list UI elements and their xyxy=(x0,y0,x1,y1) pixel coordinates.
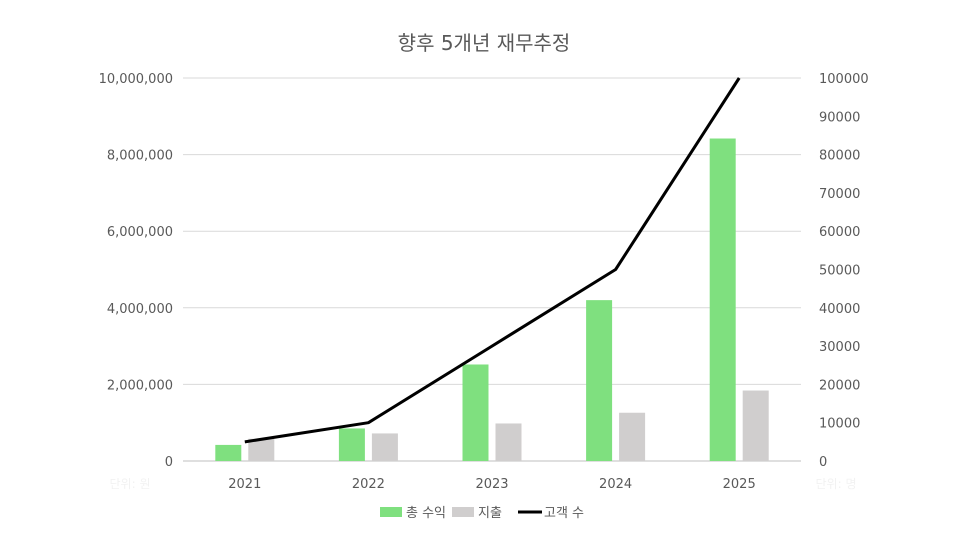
right-axis-tick-label: 80000 xyxy=(819,149,860,164)
legend-label: 고객 수 xyxy=(544,506,584,521)
x-axis-tick-label: 2021 xyxy=(228,477,261,492)
left-axis-tick-label: 6,000,000 xyxy=(107,225,173,240)
legend-swatch xyxy=(452,507,474,517)
axes: 0 2,000,000 4,000,000 6,000,000 8,000,000 10,… xyxy=(99,72,869,492)
left-axis-tick-label: 2,000,000 xyxy=(107,378,173,393)
left-axis-unit-label: 단위: 원 xyxy=(110,477,151,491)
bar-revenue xyxy=(462,364,489,461)
legend-label: 지출 xyxy=(478,506,502,521)
left-axis-tick-label: 10,000,000 xyxy=(99,72,173,87)
left-axis-tick-label: 0 xyxy=(165,455,173,470)
right-axis-tick-label: 50000 xyxy=(819,264,860,279)
left-axis-tick-label: 8,000,000 xyxy=(107,149,173,164)
x-axis-tick-label: 2024 xyxy=(599,477,632,492)
chart-title: 향후 5개년 재무추정 xyxy=(398,31,571,55)
legend-label: 총 수익 xyxy=(406,506,446,521)
bar-expense xyxy=(619,412,646,461)
x-axis-tick-label: 2023 xyxy=(475,477,508,492)
bar-revenue xyxy=(215,444,242,461)
bars xyxy=(215,138,769,461)
right-axis-tick-label: 10000 xyxy=(819,417,860,432)
x-axis-tick-label: 2022 xyxy=(352,477,385,492)
bar-revenue xyxy=(586,300,613,461)
bar-expense xyxy=(248,438,275,461)
bar-expense xyxy=(371,433,398,461)
gridlines xyxy=(183,77,801,462)
right-axis-tick-label: 20000 xyxy=(819,378,860,393)
right-axis-tick-label: 30000 xyxy=(819,340,860,355)
right-axis-tick-label: 90000 xyxy=(819,110,860,125)
legend: 총 수익 지출 고객 수 xyxy=(380,506,584,521)
legend-swatch xyxy=(380,507,402,517)
left-axis-tick-label: 4,000,000 xyxy=(107,302,173,317)
right-axis-tick-label: 0 xyxy=(819,455,827,470)
right-axis-tick-label: 40000 xyxy=(819,302,860,317)
right-axis-tick-label: 100000 xyxy=(819,72,869,87)
bar-expense xyxy=(495,423,522,461)
bar-expense xyxy=(742,390,769,461)
line-customers xyxy=(244,77,741,444)
right-axis-unit-label: 단위: 명 xyxy=(816,477,857,491)
line-series xyxy=(244,77,741,444)
bar-revenue xyxy=(338,428,365,461)
x-axis-tick-label: 2025 xyxy=(723,477,756,492)
right-axis-tick-label: 70000 xyxy=(819,187,860,202)
right-axis-tick-label: 60000 xyxy=(819,225,860,240)
bar-revenue xyxy=(709,138,736,461)
